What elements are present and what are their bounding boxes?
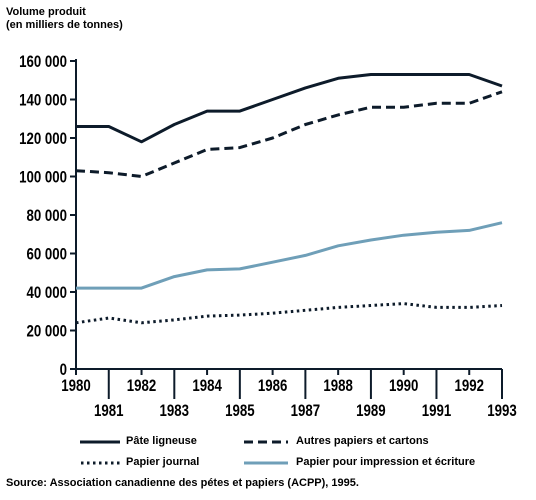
legend-label-pate-ligneuse: Pâte ligneuse (126, 435, 197, 447)
legend-label-papier-impression: Papier pour impression et écriture (296, 456, 476, 468)
x-tick-label: 1987 (291, 402, 320, 421)
y-tick-label: 120 000 (19, 130, 67, 149)
y-axis-title-line1: Volume produit (6, 6, 86, 18)
y-tick-label: 40 000 (26, 284, 67, 303)
x-tick-label: 1985 (225, 402, 255, 421)
y-tick-label: 0 (60, 361, 67, 380)
y-tick-label: 100 000 (19, 168, 67, 187)
x-tick-label: 1986 (258, 377, 287, 396)
series-line-3 (76, 221, 503, 290)
series-line-1 (75, 90, 503, 178)
line-chart: 0 20 000 40 000 60 000 80 000 100 000 120 000 1… (19, 53, 517, 421)
y-tick-label: 140 000 (19, 91, 67, 110)
series-line-0 (76, 73, 503, 144)
x-tick-label: 1993 (487, 402, 516, 421)
legend-swatch-papier-impression (244, 461, 288, 465)
legend-label-papier-journal: Papier journal (126, 456, 200, 468)
y-tick-label: 60 000 (26, 245, 67, 264)
source-note: Source: Association canadienne des pétes… (6, 477, 359, 489)
x-tick-label: 1983 (160, 402, 189, 421)
x-tick-label: 1984 (192, 377, 222, 396)
x-tick-label: 1992 (454, 377, 483, 396)
x-tick-label: 1991 (422, 402, 452, 421)
series-layer (75, 73, 503, 325)
y-axis-title-line2: (en milliers de tonnes) (6, 19, 123, 31)
y-tick-label: 20 000 (26, 322, 67, 341)
x-tick-label: 1982 (127, 377, 156, 396)
legend-swatch-papier-journal (81, 461, 120, 465)
x-tick-label: 1989 (356, 402, 385, 421)
y-axis-title: Volume produit (en milliers de tonnes) (6, 6, 123, 32)
legend-swatch-pate-ligneuse (80, 440, 120, 444)
y-tick-label: 160 000 (19, 53, 67, 72)
x-tick-label: 1981 (94, 402, 124, 421)
y-axis: 0 20 000 40 000 60 000 80 000 100 000 120 000 1… (19, 53, 77, 380)
x-tick-label: 1980 (61, 377, 90, 396)
legend-label-autres-papiers: Autres papiers et cartons (296, 435, 429, 447)
x-axis: 1980198119821983198419851986198719881989… (61, 368, 517, 421)
x-tick-label: 1990 (389, 377, 418, 396)
series-line-2 (75, 302, 503, 325)
x-tick-label: 1988 (323, 377, 352, 396)
y-tick-label: 80 000 (26, 207, 67, 226)
legend-swatch-autres-papiers (244, 440, 288, 444)
